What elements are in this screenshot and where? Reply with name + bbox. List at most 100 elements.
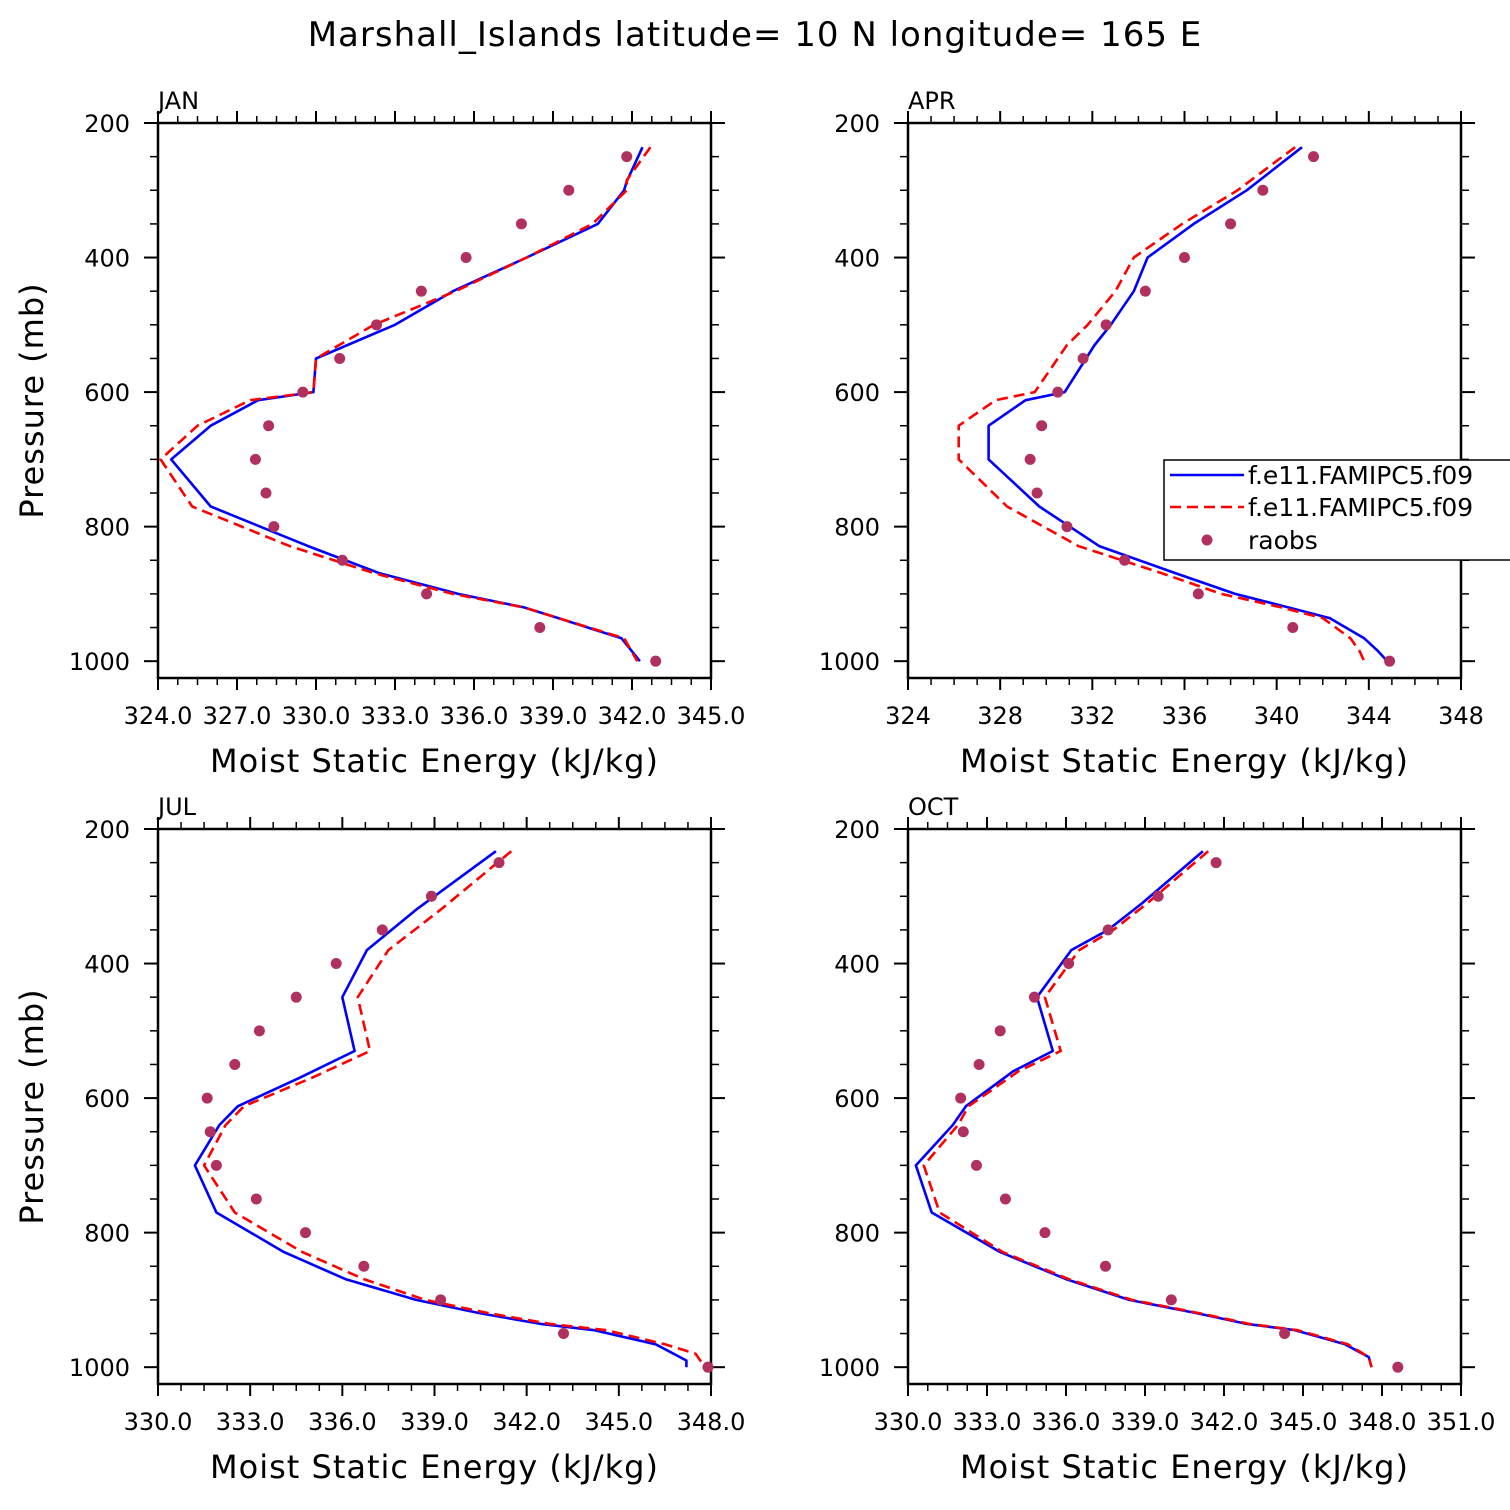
apr-raobs-point xyxy=(1139,285,1151,297)
legend-entry-dashed-label: f.e11.FAMIPC5.f09 xyxy=(1248,493,1473,522)
legend-entry-raobs-label: raobs xyxy=(1248,526,1318,555)
jul-raobs-point xyxy=(358,1260,370,1272)
apr-x-tick-label: 324 xyxy=(885,702,931,730)
jul-raobs-point xyxy=(435,1294,447,1306)
apr-x-tick-label: 344 xyxy=(1346,702,1392,730)
jan-panel-title: JAN xyxy=(156,87,199,115)
jan-raobs-point xyxy=(268,521,280,533)
jul-x-tick-label: 333.0 xyxy=(216,1408,285,1436)
jul-x-tick-label: 348.0 xyxy=(677,1408,746,1436)
panel-jan: JAN 324.0 327.0 330.0 333.0 336.0 339.0 342.0 34… xyxy=(13,87,745,780)
oct-raobs-point xyxy=(1165,1294,1177,1306)
oct-raobs-point xyxy=(1392,1361,1404,1373)
apr-x-tick-label: 336 xyxy=(1162,702,1208,730)
jan-x-tick-label: 327.0 xyxy=(203,702,272,730)
apr-y-tick-label: 800 xyxy=(834,514,880,542)
oct-x-tick-label: 348.0 xyxy=(1348,1408,1417,1436)
oct-y-tick-label: 400 xyxy=(834,951,880,979)
jul-raobs-point xyxy=(210,1159,222,1171)
jan-y-tick-label: 800 xyxy=(84,514,130,542)
apr-raobs-point xyxy=(1052,386,1064,398)
jan-raobs-point xyxy=(421,588,433,600)
jan-y-tick-label: 400 xyxy=(84,245,130,273)
jul-raobs-point xyxy=(425,890,437,902)
jul-x-tick-label: 336.0 xyxy=(308,1408,377,1436)
oct-series-dashed-line xyxy=(922,850,1373,1368)
apr-x-tick-label: 328 xyxy=(977,702,1023,730)
oct-raobs-point xyxy=(1039,1227,1051,1239)
oct-x-tick-label: 330.0 xyxy=(874,1408,943,1436)
jul-series-dashed-line xyxy=(202,850,706,1368)
jan-x-tick-label: 330.0 xyxy=(282,702,351,730)
oct-raobs-point xyxy=(970,1159,982,1171)
oct-x-tick-label: 336.0 xyxy=(1032,1408,1101,1436)
jul-raobs-point xyxy=(204,1126,216,1138)
apr-y-tick-label: 200 xyxy=(834,110,880,138)
jul-y-tick-label: 600 xyxy=(84,1085,130,1113)
legend-entry-solid-label: f.e11.FAMIPC5.f09 xyxy=(1248,461,1473,490)
oct-x-tick-label: 351.0 xyxy=(1427,1408,1496,1436)
jan-raobs-point xyxy=(534,622,546,634)
oct-raobs-point xyxy=(1210,857,1222,869)
apr-series-solid-line xyxy=(987,146,1389,663)
jan-series-dashed-line xyxy=(159,146,652,662)
oct-raobs-point xyxy=(1279,1328,1291,1340)
jan-raobs-point xyxy=(415,285,427,297)
oct-x-tick-label: 345.0 xyxy=(1269,1408,1338,1436)
jan-raobs-point xyxy=(563,184,575,196)
jan-raobs-point xyxy=(336,554,348,566)
oct-raobs-point xyxy=(973,1058,985,1070)
oct-plot-frame xyxy=(906,827,1463,1386)
jan-raobs-point xyxy=(371,319,383,331)
jan-raobs-point xyxy=(249,453,261,465)
jul-raobs-point xyxy=(253,1025,265,1037)
jul-x-axis-label: Moist Static Energy (kJ/kg) xyxy=(210,1448,659,1486)
jul-y-tick-label: 200 xyxy=(84,816,130,844)
jan-x-tick-label: 345.0 xyxy=(677,702,746,730)
oct-y-tick-label: 200 xyxy=(834,816,880,844)
jan-raobs-point xyxy=(297,386,309,398)
oct-x-tick-label: 333.0 xyxy=(953,1408,1022,1436)
jul-raobs-point xyxy=(493,857,505,869)
apr-x-axis-label: Moist Static Energy (kJ/kg) xyxy=(960,742,1409,780)
apr-raobs-point xyxy=(1100,319,1112,331)
apr-raobs-point xyxy=(1287,622,1299,634)
jul-series-solid-line xyxy=(193,850,688,1368)
jan-raobs-point xyxy=(260,487,272,499)
jan-y-axis-label: Pressure (mb) xyxy=(13,282,51,518)
jan-x-tick-label: 342.0 xyxy=(598,702,667,730)
oct-y-tick-label: 1000 xyxy=(819,1354,880,1382)
jan-x-tick-label: 339.0 xyxy=(519,702,588,730)
jul-raobs-point xyxy=(201,1092,213,1104)
jan-y-tick-label: 600 xyxy=(84,379,130,407)
legend-raobs-marker xyxy=(1201,534,1213,546)
apr-raobs-point xyxy=(1179,252,1190,264)
apr-panel-title: APR xyxy=(908,87,956,115)
oct-raobs-point xyxy=(1028,991,1040,1003)
oct-raobs-point xyxy=(1152,890,1164,902)
jan-x-tick-label: 336.0 xyxy=(440,702,509,730)
apr-raobs-point xyxy=(1308,151,1320,163)
jul-y-tick-label: 800 xyxy=(84,1220,130,1248)
oct-raobs-point xyxy=(955,1092,967,1104)
apr-raobs-point xyxy=(1061,521,1073,533)
apr-x-tick-label: 332 xyxy=(1069,702,1115,730)
apr-x-tick-label: 340 xyxy=(1254,702,1300,730)
jul-panel-title: JUL xyxy=(156,793,197,821)
jan-x-tick-label: 324.0 xyxy=(124,702,193,730)
jan-plot-frame xyxy=(156,121,713,680)
legend: f.e11.FAMIPC5.f09 f.e11.FAMIPC5.f09 raobs xyxy=(1163,459,1510,561)
jul-y-axis-label: Pressure (mb) xyxy=(13,988,51,1224)
oct-y-tick-label: 800 xyxy=(834,1220,880,1248)
apr-raobs-point xyxy=(1192,588,1204,600)
panels: JAN 324.0 327.0 330.0 333.0 336.0 339.0 342.0 34… xyxy=(13,87,1495,1486)
jan-x-axis-label: Moist Static Energy (kJ/kg) xyxy=(210,742,659,780)
oct-raobs-point xyxy=(1100,1260,1111,1272)
oct-raobs-point xyxy=(957,1126,969,1138)
panel-oct: OCT 330.0 333.0 336.0 339.0 342.0 345.0 348.0 35… xyxy=(819,793,1495,1486)
jul-raobs-point xyxy=(299,1227,311,1239)
jan-raobs-point xyxy=(650,655,662,667)
apr-y-tick-label: 1000 xyxy=(819,648,880,676)
jan-raobs-point xyxy=(460,252,472,264)
apr-plot-frame xyxy=(906,121,1463,680)
